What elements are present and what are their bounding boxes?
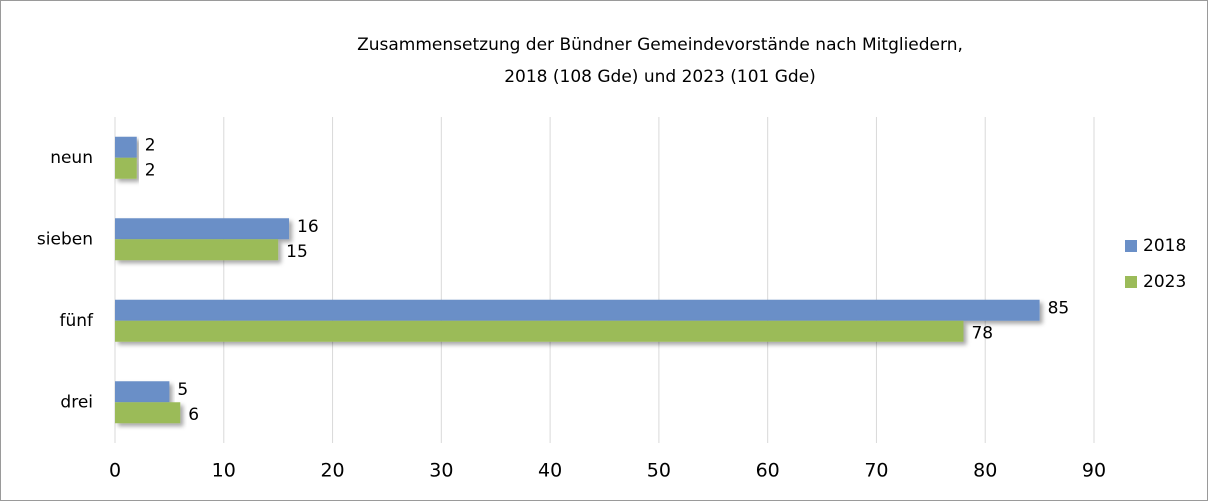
data-label: 85 <box>1048 298 1070 318</box>
legend-swatch <box>1125 276 1137 288</box>
data-label: 78 <box>971 323 993 343</box>
y-tick-label: drei <box>60 392 93 412</box>
x-tick-label: 0 <box>109 460 121 482</box>
x-tick-label: 80 <box>973 460 997 482</box>
bar <box>115 320 964 342</box>
x-tick-label: 10 <box>212 460 236 482</box>
bar <box>115 381 170 403</box>
x-tick-label: 30 <box>429 460 453 482</box>
y-tick-label: fünf <box>59 311 94 331</box>
legend-label: 2023 <box>1143 272 1186 292</box>
bar <box>115 218 290 240</box>
data-label: 16 <box>297 217 319 237</box>
data-label: 2 <box>145 160 156 180</box>
x-tick-label: 40 <box>538 460 562 482</box>
x-tick-label: 20 <box>320 460 344 482</box>
bar <box>115 239 279 261</box>
bar <box>115 136 137 158</box>
x-tick-label: 70 <box>864 460 888 482</box>
chart-title: 2018 (108 Gde) und 2023 (101 Gde) <box>504 67 816 87</box>
legend-swatch <box>1125 240 1137 252</box>
x-tick-label: 50 <box>647 460 671 482</box>
y-tick-label: neun <box>50 148 93 168</box>
legend-label: 2018 <box>1143 236 1186 256</box>
data-label: 6 <box>188 405 199 425</box>
bar <box>115 157 137 179</box>
chart-title: Zusammensetzung der Bündner Gemeindevors… <box>357 35 963 55</box>
data-label: 15 <box>286 242 308 262</box>
data-label: 2 <box>145 135 156 155</box>
bar <box>115 299 1040 321</box>
data-label: 5 <box>177 380 188 400</box>
x-tick-label: 60 <box>756 460 780 482</box>
x-tick-label: 90 <box>1082 460 1106 482</box>
bar <box>115 402 181 424</box>
y-tick-label: sieben <box>37 229 93 249</box>
